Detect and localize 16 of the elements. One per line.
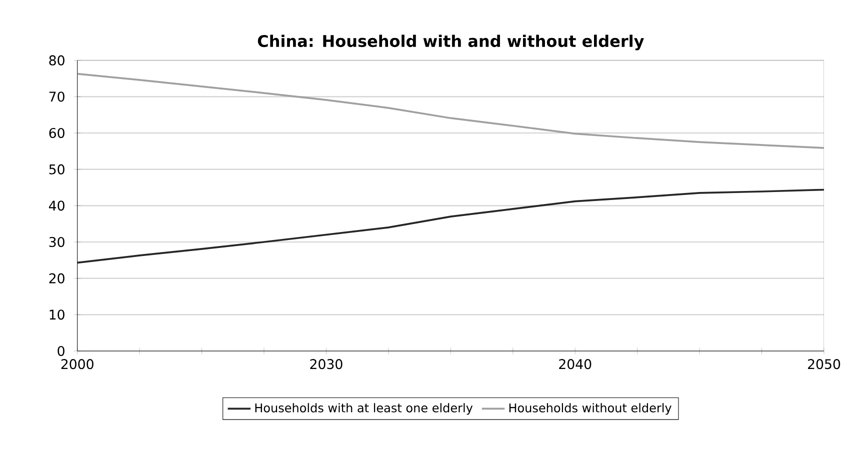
y-tick-label: 50 [49, 164, 64, 174]
legend-label: Households without elderly [509, 403, 672, 415]
x-tick-label: 2000 [61, 359, 94, 370]
chart-title: China: Household with and without elderly [258, 34, 644, 50]
y-tick-label: 80 [49, 55, 64, 66]
legend-label: Households with at least one elderly [255, 403, 473, 415]
x-tick-label: 2050 [808, 359, 840, 370]
y-tick-label: 60 [49, 128, 64, 138]
x-tick-label: 2030 [310, 359, 342, 370]
y-tick-label: 10 [50, 310, 64, 320]
y-tick-label: 40 [48, 200, 64, 211]
y-tick-label: 20 [49, 273, 64, 284]
y-tick-label: 70 [49, 92, 64, 102]
x-tick-label: 2040 [559, 359, 592, 370]
y-tick-label: 0 [58, 346, 64, 356]
y-tick-label: 30 [49, 236, 64, 248]
